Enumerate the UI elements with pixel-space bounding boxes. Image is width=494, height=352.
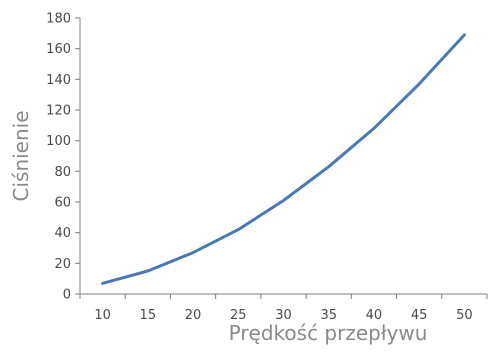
x-axis-title: Prędkość przepływu bbox=[229, 321, 428, 345]
chart-axes bbox=[79, 18, 487, 295]
x-axis-ticks: 10 15 20 25 30 35 40 45 50 bbox=[79, 294, 488, 323]
x-tick-label: 35 bbox=[320, 308, 337, 323]
series-line bbox=[101, 33, 466, 285]
y-tick-label: 60 bbox=[54, 196, 71, 211]
y-tick-label: 140 bbox=[46, 73, 71, 88]
x-tick-label: 50 bbox=[456, 308, 473, 323]
x-tick-label: 45 bbox=[411, 308, 428, 323]
x-tick-label: 10 bbox=[94, 308, 111, 323]
chart-series bbox=[101, 33, 466, 285]
y-axis-ticks: 0 20 40 60 80 100 120 140 160 180 bbox=[46, 12, 80, 303]
x-tick-label: 30 bbox=[275, 308, 292, 323]
x-tick-label: 40 bbox=[366, 308, 383, 323]
y-tick-label: 180 bbox=[46, 12, 71, 27]
y-tick-label: 100 bbox=[46, 134, 71, 149]
y-tick-label: 120 bbox=[46, 104, 71, 119]
y-tick-label: 160 bbox=[46, 42, 71, 57]
y-tick-label: 0 bbox=[63, 288, 71, 303]
x-tick-label: 20 bbox=[185, 308, 202, 323]
y-axis-title: Ciśnienie bbox=[9, 110, 33, 201]
x-tick-label: 15 bbox=[140, 308, 157, 323]
y-tick-label: 20 bbox=[54, 257, 71, 272]
x-tick-label: 25 bbox=[230, 308, 247, 323]
y-tick-label: 40 bbox=[54, 226, 71, 241]
y-tick-label: 80 bbox=[54, 165, 71, 180]
